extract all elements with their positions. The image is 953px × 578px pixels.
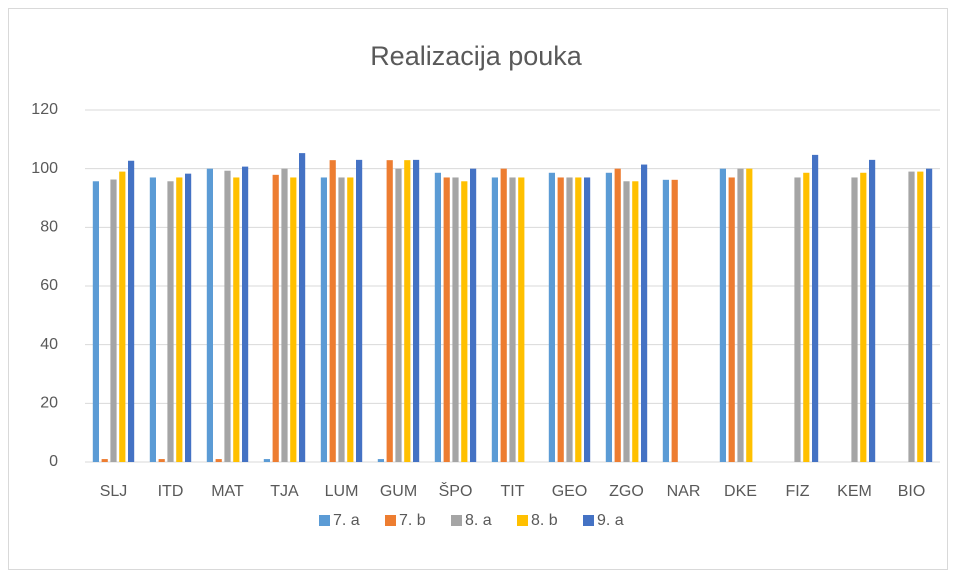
- bar: [395, 168, 402, 462]
- bar: [224, 170, 231, 462]
- bar: [233, 177, 240, 462]
- bar: [557, 177, 564, 462]
- bar: [584, 177, 591, 462]
- bar: [509, 177, 516, 462]
- x-tick-label: TIT: [501, 483, 525, 500]
- bar: [623, 181, 630, 462]
- bar: [434, 172, 441, 463]
- chart-frame: [8, 8, 948, 570]
- y-tick-label: 20: [40, 395, 58, 412]
- x-tick-label: SLJ: [100, 483, 128, 500]
- bar: [461, 181, 468, 462]
- bar: [386, 160, 393, 462]
- x-tick-label: MAT: [211, 483, 244, 500]
- y-tick-label: 60: [40, 277, 58, 294]
- bar: [548, 172, 555, 463]
- legend-label: 9. a: [597, 512, 624, 529]
- x-tick-label: LUM: [325, 483, 359, 500]
- x-tick-label: GUM: [380, 483, 417, 500]
- y-tick-label: 0: [49, 453, 58, 470]
- bar: [263, 459, 270, 462]
- bar: [566, 177, 573, 462]
- y-tick-label: 120: [31, 101, 58, 118]
- bar: [347, 177, 354, 462]
- bar: [614, 168, 621, 462]
- bar: [917, 171, 924, 462]
- bar: [518, 177, 525, 462]
- bar: [167, 181, 174, 462]
- bar: [272, 174, 279, 462]
- x-tick-label: ITD: [158, 483, 184, 500]
- legend-swatch: [451, 515, 462, 526]
- bar: [215, 459, 222, 462]
- bar: [803, 172, 810, 463]
- y-tick-label: 40: [40, 336, 58, 353]
- bar: [206, 168, 213, 462]
- bar: [377, 459, 384, 462]
- bar: [242, 166, 249, 462]
- bar: [746, 168, 753, 462]
- y-tick-label: 80: [40, 219, 58, 236]
- y-tick-label: 100: [31, 160, 58, 177]
- bar: [92, 181, 99, 462]
- bar: [404, 160, 411, 462]
- bar: [329, 160, 336, 462]
- bar: [281, 168, 288, 462]
- x-tick-label: ŠPO: [439, 481, 473, 500]
- bar: [728, 177, 735, 462]
- bar: [101, 459, 108, 462]
- bar: [719, 168, 726, 462]
- chart-title: Realizacija pouka: [370, 41, 583, 71]
- bar: [356, 159, 363, 462]
- x-tick-label: GEO: [552, 483, 588, 500]
- bar: [641, 164, 648, 462]
- bar: [443, 177, 450, 462]
- bar: [299, 153, 306, 462]
- legend-swatch: [385, 515, 396, 526]
- bar: [413, 159, 420, 462]
- x-tick-label: BIO: [898, 483, 926, 500]
- legend-label: 8. b: [531, 512, 558, 529]
- bar: [128, 160, 135, 462]
- bar: [491, 177, 498, 462]
- legend-label: 7. a: [333, 512, 360, 529]
- x-tick-label: TJA: [270, 483, 299, 500]
- x-tick-label: NAR: [667, 483, 701, 500]
- bar: [290, 177, 297, 462]
- bar: [158, 459, 165, 462]
- bar: [860, 172, 867, 463]
- bar: [338, 177, 345, 462]
- legend-swatch: [583, 515, 594, 526]
- legend-label: 7. b: [399, 512, 426, 529]
- x-tick-label: FIZ: [786, 483, 810, 500]
- bar: [110, 179, 117, 462]
- bar: [176, 177, 183, 462]
- legend-swatch: [517, 515, 528, 526]
- bar: [851, 177, 858, 462]
- bar: [632, 181, 639, 462]
- bar: [926, 168, 933, 462]
- bar: [869, 159, 876, 462]
- bar: [452, 177, 459, 462]
- bar: [470, 168, 477, 462]
- x-tick-label: DKE: [724, 483, 757, 500]
- bar: [671, 179, 678, 462]
- bar: [500, 168, 507, 462]
- x-tick-label: ZGO: [609, 483, 644, 500]
- bar: [908, 171, 915, 462]
- bar: [575, 177, 582, 462]
- bar: [812, 154, 819, 462]
- bar: [737, 168, 744, 462]
- legend-swatch: [319, 515, 330, 526]
- bar: [662, 179, 669, 462]
- bar: [185, 173, 192, 463]
- bar: [149, 177, 156, 462]
- x-tick-label: KEM: [837, 483, 872, 500]
- bar: [119, 171, 126, 462]
- legend-label: 8. a: [465, 512, 492, 529]
- bar: [320, 177, 327, 462]
- bar: [605, 172, 612, 463]
- bar: [794, 177, 801, 462]
